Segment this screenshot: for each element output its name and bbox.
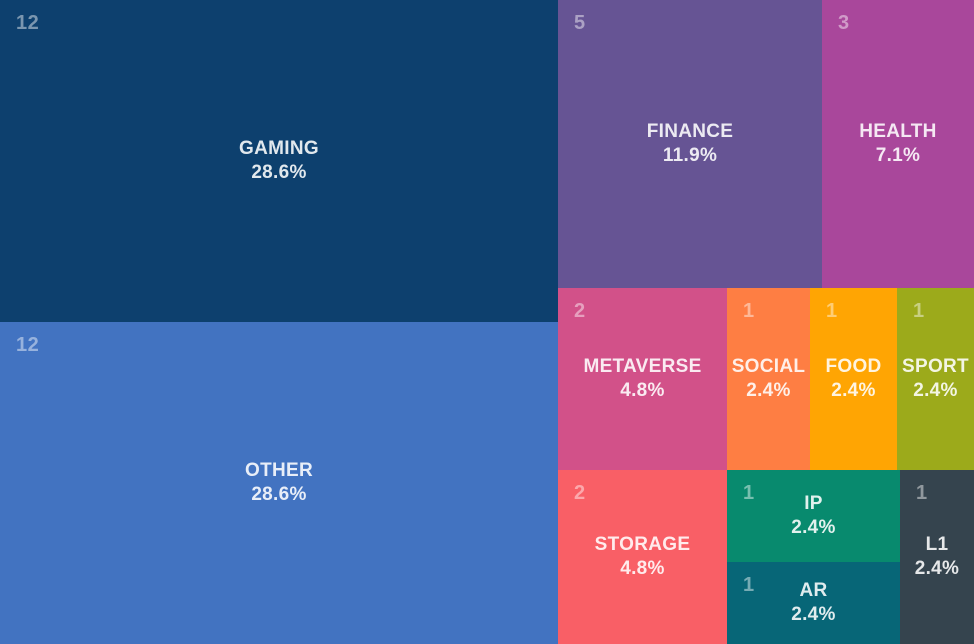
treemap-tile-social[interactable]: 1 SOCIAL 2.4% [727, 288, 810, 470]
tile-label-group: L1 2.4% [900, 470, 974, 644]
tile-label-group: IP 2.4% [727, 470, 900, 562]
tile-label-group: STORAGE 4.8% [558, 470, 727, 644]
tile-label: IP [804, 492, 823, 514]
tile-percent: 2.4% [791, 604, 836, 625]
tile-count: 2 [574, 482, 586, 504]
treemap-tile-storage[interactable]: 2 STORAGE 4.8% [558, 470, 727, 644]
tile-count: 5 [574, 12, 586, 34]
tile-label-group: GAMING 28.6% [0, 0, 558, 322]
tile-percent: 2.4% [831, 380, 876, 401]
tile-percent: 4.8% [620, 558, 665, 579]
tile-label: SOCIAL [731, 355, 806, 377]
tile-percent: 2.4% [914, 558, 960, 579]
treemap-tile-food[interactable]: 1 FOOD 2.4% [810, 288, 897, 470]
tile-label: OTHER [245, 459, 313, 481]
treemap-tile-finance[interactable]: 5 FINANCE 11.9% [558, 0, 822, 288]
treemap-tile-gaming[interactable]: 12 GAMING 28.6% [0, 0, 558, 322]
tile-percent: 2.4% [746, 380, 791, 401]
tile-count: 2 [574, 300, 586, 322]
tile-label: L1 [925, 533, 949, 555]
tile-count: 1 [913, 300, 925, 322]
tile-label: FOOD [825, 355, 882, 377]
tile-count: 1 [743, 574, 755, 596]
tile-count: 1 [743, 482, 755, 504]
tile-label-group: HEALTH 7.1% [822, 0, 974, 288]
treemap-tile-ar[interactable]: 1 AR 2.4% [727, 562, 900, 644]
tile-label-group: AR 2.4% [727, 562, 900, 644]
tile-count: 12 [16, 334, 40, 356]
tile-label-group: OTHER 28.6% [0, 322, 558, 644]
treemap-tile-l1[interactable]: 1 L1 2.4% [900, 470, 974, 644]
tile-percent: 4.8% [620, 380, 665, 401]
tile-count: 1 [826, 300, 838, 322]
treemap-tile-sport[interactable]: 1 SPORT 2.4% [897, 288, 974, 470]
tile-count: 3 [838, 12, 850, 34]
tile-percent: 28.6% [251, 162, 307, 183]
tile-label-group: FOOD 2.4% [810, 288, 897, 470]
tile-label: HEALTH [859, 120, 937, 142]
treemap-tile-health[interactable]: 3 HEALTH 7.1% [822, 0, 974, 288]
tile-label: STORAGE [594, 533, 691, 555]
tile-percent: 11.9% [662, 145, 718, 166]
tile-label: FINANCE [646, 120, 734, 142]
tile-percent: 28.6% [251, 484, 307, 505]
tile-count: 1 [743, 300, 755, 322]
treemap-tile-ip[interactable]: 1 IP 2.4% [727, 470, 900, 562]
tile-count: 1 [916, 482, 928, 504]
treemap-tile-metaverse[interactable]: 2 METAVERSE 4.8% [558, 288, 727, 470]
tile-label-group: METAVERSE 4.8% [558, 288, 727, 470]
tile-percent: 7.1% [875, 145, 921, 166]
tile-percent: 2.4% [791, 517, 836, 538]
tile-label-group: FINANCE 11.9% [558, 0, 822, 288]
tile-label-group: SOCIAL 2.4% [727, 288, 810, 470]
tile-label: SPORT [902, 355, 969, 377]
tile-count: 12 [16, 12, 40, 34]
tile-label: GAMING [239, 137, 319, 159]
tile-label: AR [799, 579, 828, 601]
tile-label: METAVERSE [583, 355, 702, 377]
tile-label-group: SPORT 2.4% [897, 288, 974, 470]
tile-percent: 2.4% [913, 380, 958, 401]
treemap-tile-other[interactable]: 12 OTHER 28.6% [0, 322, 558, 644]
